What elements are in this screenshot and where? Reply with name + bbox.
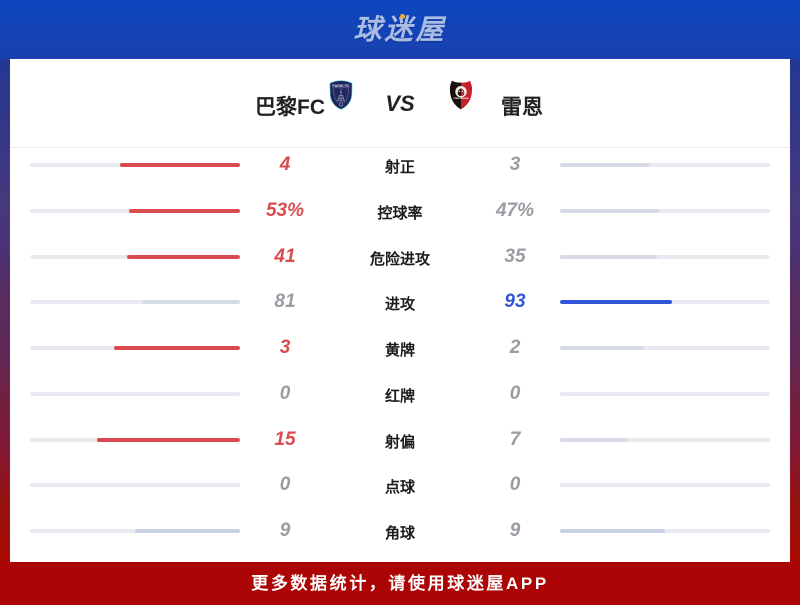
svg-text:STADE RENNAIS: STADE RENNAIS	[453, 97, 469, 100]
svg-text:PARIS FC: PARIS FC	[332, 84, 349, 88]
